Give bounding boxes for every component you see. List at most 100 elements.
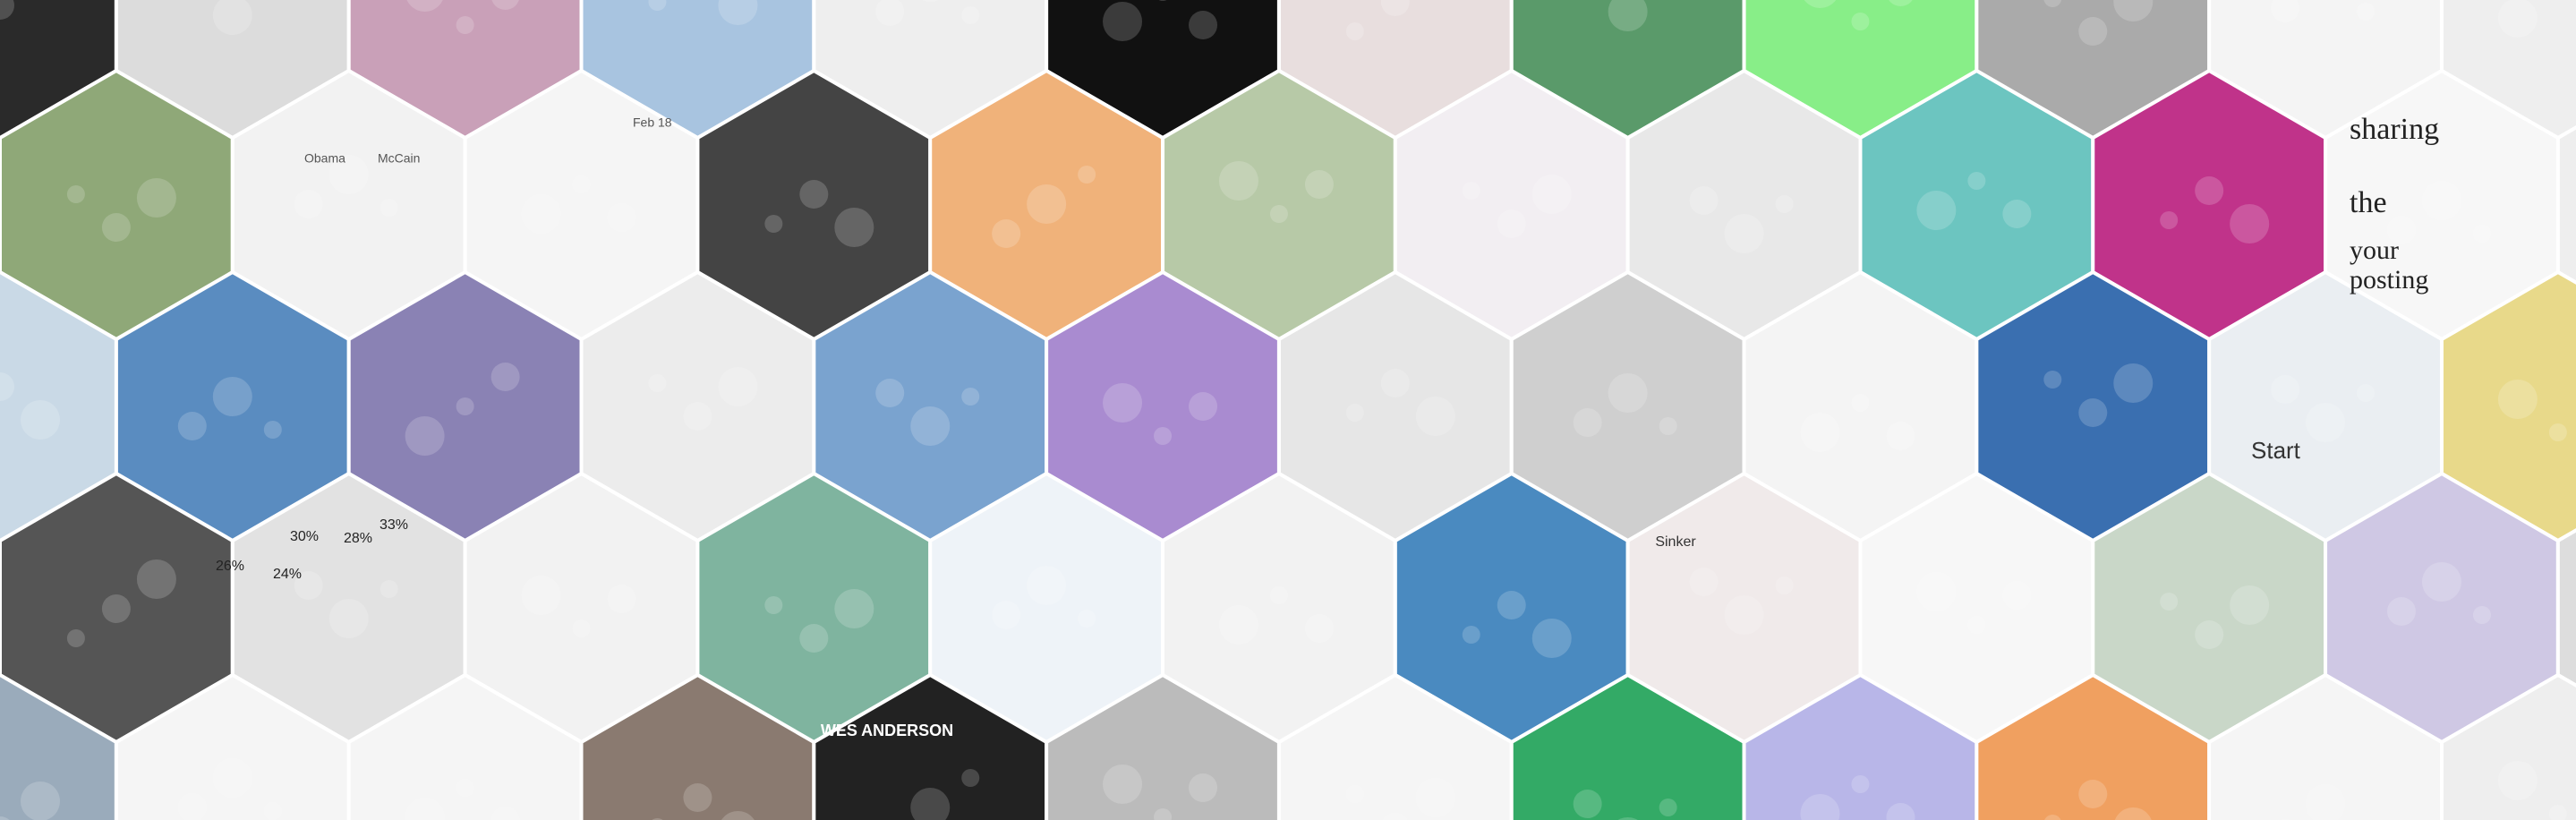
tile-detail [1462,626,1480,644]
tile-detail [101,594,131,623]
tile-detail [1189,773,1218,802]
tile-detail [380,199,398,217]
tile-label: posting [2350,265,2428,295]
tile-detail [2357,3,2376,21]
tile-detail [2271,0,2300,22]
tile-detail [875,379,905,407]
tile-detail [992,219,1021,248]
tile-detail [992,601,1021,629]
tile-detail [961,769,980,787]
hex-tile [2555,528,2576,688]
tile-detail [1415,778,1455,817]
tile-detail [910,788,951,820]
tile-detail [875,0,905,26]
tile-detail [607,585,636,613]
tile-detail [1078,610,1096,628]
tile-detail [1800,413,1840,452]
tile-label: Obama [304,151,345,166]
tile-detail [2306,403,2346,442]
tile-detail [718,0,758,25]
tile-detail [799,624,829,653]
tile-detail [1345,404,1364,422]
tile-detail [212,0,252,35]
tile-detail [2160,593,2179,611]
tile-detail [2472,225,2491,243]
tile-detail [1189,392,1218,421]
tile-detail [2160,211,2179,229]
tile-detail [2548,805,2567,820]
tile-detail [1617,817,1638,820]
tile-label: 28% [344,531,372,546]
tile-detail [212,758,252,798]
tile-detail [2043,371,2062,389]
tile-detail [406,0,443,12]
tile-label: 30% [290,529,319,544]
tile-detail [491,0,519,10]
tile-detail [1804,0,1837,8]
tile-detail [2497,761,2538,800]
tile-detail [572,175,591,193]
tile-detail [1916,572,1957,611]
tile-detail [1154,427,1173,445]
tile-detail [263,802,282,820]
tile-detail [1889,0,1913,6]
tile-detail [1158,0,1167,1]
tile-detail [0,816,10,820]
tile-detail [2421,562,2461,602]
tile-detail [1462,182,1480,200]
tile-detail [1218,161,1258,201]
tile-detail [1269,205,1288,223]
hex-tile [2439,672,2576,820]
tile-detail [1775,195,1794,213]
tile-detail [1345,22,1364,40]
tile-detail [1916,191,1957,230]
tile-detail [834,208,874,247]
tile-detail [572,619,591,637]
tile-detail [2078,780,2108,808]
tile-detail [721,811,755,820]
tile-detail [1027,184,1067,224]
tile-label: Start [2251,437,2301,464]
tile-detail [1689,568,1719,596]
tile-detail [961,388,980,406]
tile-detail [1218,605,1258,645]
tile-detail [2113,0,2154,21]
tile-detail [961,6,980,24]
tile-detail [764,215,783,233]
tile-label: sharing [2350,113,2439,146]
tile-detail [294,571,323,600]
tile-label: 24% [273,567,302,582]
tile-label: the [2350,186,2387,219]
tile-detail [683,783,712,812]
tile-detail [648,374,667,392]
tile-detail [1382,813,1408,820]
tile-detail [1886,803,1915,820]
tile-detail [1608,0,1648,31]
tile-detail [1967,616,1986,634]
tile-detail [1689,186,1719,215]
tile-detail [764,596,783,614]
tile-label: your [2350,235,2399,265]
tile-detail [2386,597,2416,626]
tile-detail [2230,585,2270,625]
tile-detail [1103,764,1143,804]
tile-detail [1659,799,1677,816]
tile-detail [648,0,667,11]
tile-detail [212,377,252,416]
tile-detail [1851,394,1870,412]
tile-label: Sinker [1655,534,1696,550]
tile-detail [683,402,712,431]
tile-detail [101,213,131,242]
tile-detail [456,397,474,415]
tile-detail [405,798,445,820]
tile-detail [328,599,369,638]
tile-detail [1608,373,1648,413]
tile-detail [2357,384,2376,402]
tile-detail [2078,17,2108,46]
tile-detail [177,793,207,820]
tile-detail [21,782,60,820]
tile-detail [1724,214,1764,253]
tile-detail [718,367,758,406]
tile-detail [66,185,85,203]
